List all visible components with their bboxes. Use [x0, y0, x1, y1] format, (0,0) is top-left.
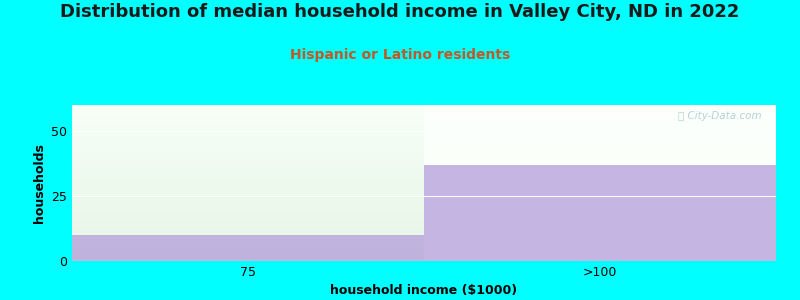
Y-axis label: households: households [33, 143, 46, 223]
Bar [424, 165, 776, 261]
X-axis label: household income ($1000): household income ($1000) [330, 284, 518, 297]
Text: Distribution of median household income in Valley City, ND in 2022: Distribution of median household income … [60, 3, 740, 21]
Text: ⓘ City-Data.com: ⓘ City-Data.com [678, 111, 762, 121]
Text: Hispanic or Latino residents: Hispanic or Latino residents [290, 48, 510, 62]
Bar [72, 235, 424, 261]
